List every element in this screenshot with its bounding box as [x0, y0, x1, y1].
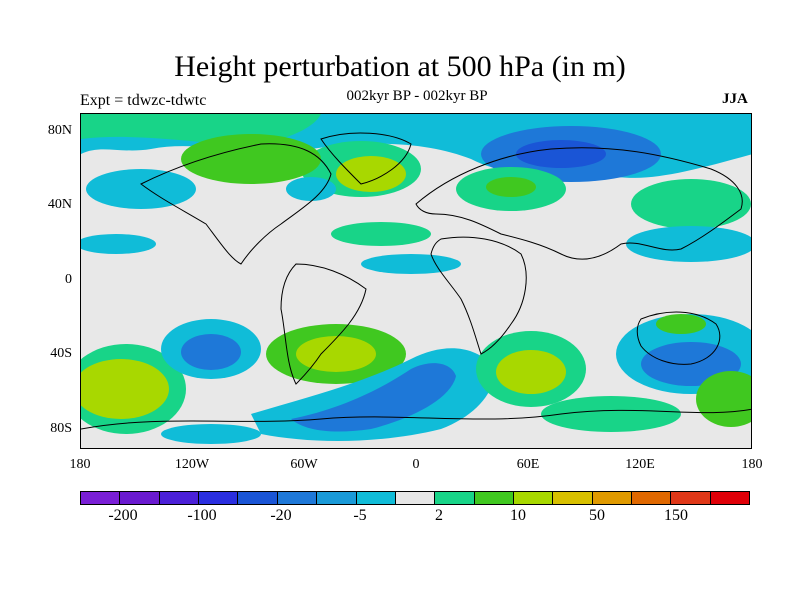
colorbar-swatch-8: [395, 492, 436, 504]
colorbar-swatch-1: [120, 492, 160, 504]
antarctic-positive-1: [541, 396, 681, 432]
eurasia-coast: [415, 147, 743, 260]
colorbar-label: -200: [108, 507, 138, 524]
lon-label-0: 0: [412, 457, 420, 472]
lat-label-40n: 40N: [47, 197, 72, 212]
tropic-negative-1: [81, 234, 156, 254]
map-panel: [80, 113, 752, 449]
colorbar-label: 50: [589, 507, 605, 524]
siberia-negative-core: [516, 140, 606, 168]
colorbar-label: 2: [435, 507, 443, 524]
colorbar-swatch-7: [356, 492, 396, 504]
colorbar: [80, 491, 750, 505]
s-america-positive-core: [296, 336, 376, 372]
pacific-north-positive: [631, 179, 751, 229]
australia-coast: [636, 311, 721, 365]
sw-pacific-positive-core: [81, 359, 169, 419]
europe-positive-core: [486, 177, 536, 197]
canada-positive: [181, 134, 321, 184]
lon-label-60e: 60E: [516, 457, 540, 472]
south-america-coast: [280, 263, 367, 385]
lat-label-40s: 40S: [50, 346, 72, 361]
colorbar-swatch-10: [474, 492, 514, 504]
greenland-coast: [320, 132, 412, 185]
colorbar-label: 150: [664, 507, 688, 524]
lat-label-0: 0: [65, 272, 72, 287]
colorbar-swatch-0: [81, 492, 121, 504]
atlantic-positive: [331, 222, 431, 246]
antarctic-negative: [161, 424, 261, 444]
lon-label-180w: 180: [69, 457, 91, 472]
subtitle: 002kyr BP - 002kyr BP: [346, 88, 488, 104]
colorbar-swatch-15: [671, 492, 711, 504]
lat-label-80s: 80S: [50, 421, 72, 436]
colorbar-label: -20: [270, 507, 292, 524]
australia-positive: [656, 314, 706, 334]
pacific-west-negative: [86, 169, 196, 209]
s-indian-positive-core: [496, 350, 566, 394]
colorbar-swatch-14: [632, 492, 672, 504]
lat-label-80n: 80N: [47, 123, 72, 138]
colorbar-label: -100: [187, 507, 217, 524]
asia-negative: [626, 226, 751, 262]
lon-label-60w: 60W: [290, 457, 318, 472]
season-label: JJA: [722, 91, 748, 107]
lon-label-120e: 120E: [625, 457, 655, 472]
lon-label-180e: 180: [741, 457, 763, 472]
colorbar-swatch-11: [513, 492, 554, 504]
s-pacific-negative-core: [181, 334, 241, 370]
colorbar-swatch-6: [317, 492, 357, 504]
coastlines: [81, 132, 751, 430]
colorbar-swatch-12: [553, 492, 593, 504]
antarctica-coast: [81, 408, 751, 430]
map-svg: [81, 114, 751, 448]
map-title: Height perturbation at 500 hPa (in m): [174, 50, 626, 83]
na-negative: [286, 177, 336, 201]
colorbar-swatch-16: [710, 492, 750, 504]
africa-coast: [430, 236, 527, 355]
colorbar-swatch-4: [238, 492, 278, 504]
colorbar-swatch-9: [435, 492, 475, 504]
colorbar-swatch-5: [277, 492, 318, 504]
experiment-label: Expt = tdwzc-tdwtc: [80, 92, 207, 109]
colorbar-label: -5: [353, 507, 367, 524]
tropic-negative-2: [361, 254, 461, 274]
lon-label-120w: 120W: [174, 457, 210, 472]
north-america-coast: [140, 143, 332, 265]
southern-negative-core: [291, 363, 456, 432]
colorbar-swatch-3: [199, 492, 239, 504]
colorbar-swatch-13: [592, 492, 633, 504]
greenland-positive-core: [336, 156, 406, 192]
colorbar-swatch-2: [159, 492, 200, 504]
colorbar-label: 10: [510, 507, 526, 524]
